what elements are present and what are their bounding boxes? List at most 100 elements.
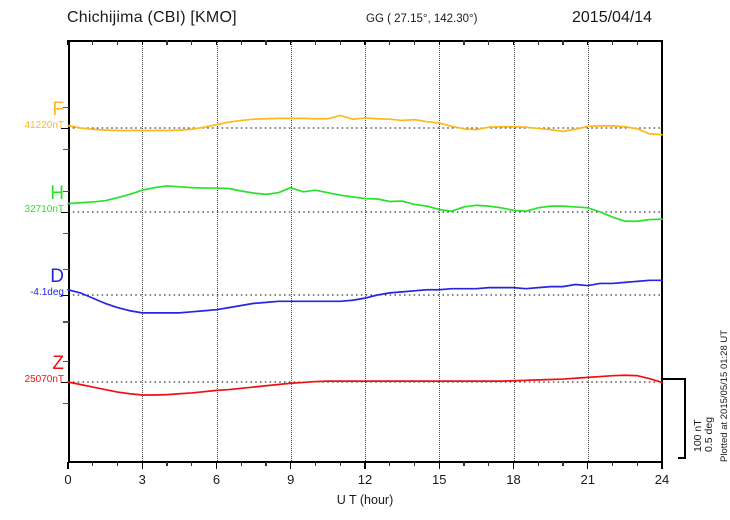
x-tick-top-18 [512,40,515,45]
scale-bar-top-cap [663,378,685,380]
x-tick-6 [215,462,218,469]
x-minor-tick-top-8 [265,40,267,45]
x-minor-tick-top-23 [636,40,638,45]
x-label-21: 21 [580,472,595,487]
x-tick-9 [290,462,292,469]
x-tick-top-21 [587,40,589,45]
x-tick-top-12 [364,40,366,45]
x-minor-tick-13 [389,462,391,466]
y-tick-F--50 [63,149,69,151]
x-label-18: 18 [506,472,521,487]
x-label-3: 3 [138,472,146,487]
x-label-0: 0 [64,472,72,487]
x-tick-12 [364,462,366,469]
y-tick-D--50 [63,321,69,323]
x-minor-tick-top-17 [488,40,490,45]
observation-date: 2015/04/14 [572,9,653,26]
gridline-hour-9 [290,41,292,461]
x-minor-tick-5 [191,462,193,466]
x-minor-tick-top-20 [562,40,564,45]
x-tick-3 [141,462,143,469]
x-tick-top-0 [67,40,69,45]
x-tick-top-6 [215,40,218,45]
x-tick-0 [67,462,69,469]
component-baseline-value-D: -4.1deg [30,287,64,298]
x-minor-tick-10 [314,462,317,466]
x-minor-tick-top-19 [537,40,539,45]
gridline-hour-21 [587,41,589,461]
component-symbol-H: H [50,183,64,204]
component-symbol-Z: Z [52,353,64,374]
component-symbol-F: F [52,99,64,120]
x-minor-tick-top-16 [463,40,465,45]
x-minor-tick-top-2 [116,40,119,45]
gridline-hour-3 [142,41,144,461]
x-minor-tick-17 [488,462,490,466]
gridline-hour-12 [365,41,366,461]
x-minor-tick-top-7 [240,40,242,45]
y-tick-F-50 [63,107,69,109]
x-tick-top-9 [290,40,292,45]
component-symbol-D: D [50,266,64,287]
y-tick-H-0 [61,212,69,214]
x-label-24: 24 [654,472,670,487]
x-minor-tick-top-5 [191,40,193,45]
y-tick-H--50 [63,233,69,235]
x-minor-tick-23 [636,462,638,466]
x-label-9: 9 [287,472,295,487]
x-minor-tick-top-10 [314,40,317,45]
x-minor-tick-19 [537,462,539,466]
component-baseline-value-H: 32710nT [24,204,64,215]
x-axis-title: U T (hour) [336,493,394,507]
y-tick-Z--50 [63,403,69,405]
scale-bar [684,378,686,458]
component-label-D: D -4.1deg [2,267,64,299]
gridline-hour-6 [216,41,218,461]
plotted-timestamp: Plotted at 2015/05/15 01:28 UT [719,329,730,462]
x-minor-tick-top-14 [413,40,416,45]
y-tick-D-0 [61,295,69,297]
x-minor-tick-14 [413,462,416,466]
x-tick-top-24 [661,40,663,45]
axis-right-spine [661,40,663,462]
x-label-6: 6 [212,472,221,487]
x-minor-tick-16 [463,462,465,466]
gridline-hour-18 [513,41,515,461]
y-tick-F-0 [61,128,69,130]
y-tick-Z-0 [61,382,69,384]
x-minor-tick-22 [611,462,614,466]
x-minor-tick-top-22 [611,40,614,45]
x-minor-tick-top-11 [339,40,341,45]
component-label-Z: Z 25070nT [2,354,64,386]
y-tick-Z-50 [63,361,69,363]
y-tick-D-50 [63,268,69,271]
x-tick-top-15 [438,40,440,45]
y-tick-H-50 [63,191,69,193]
x-minor-tick-2 [116,462,119,466]
x-minor-tick-top-13 [389,40,391,45]
geographic-coordinates: GG ( 27.15°, 142.30°) [366,13,478,25]
x-tick-18 [512,462,515,469]
x-minor-tick-20 [562,462,564,466]
x-minor-tick-top-4 [166,40,168,45]
x-tick-15 [438,462,440,469]
component-baseline-value-F: 41220nT [24,120,64,131]
x-minor-tick-8 [265,462,267,466]
component-baseline-value-Z: 25070nT [24,374,64,385]
axis-left-spine [68,40,70,462]
x-minor-tick-1 [92,462,94,466]
x-tick-21 [587,462,589,469]
x-tick-24 [661,462,663,469]
axis-bottom-spine [68,461,663,463]
x-minor-tick-11 [339,462,341,466]
x-minor-tick-4 [166,462,168,466]
page-title: Chichijima (CBI) [KMO] [67,9,237,26]
scale-bar-deg-label: 0.5 deg [703,416,715,452]
component-label-H: H 32710nT [2,184,64,216]
component-label-F: F 41220nT [2,100,64,132]
x-label-12: 12 [357,472,373,487]
x-minor-tick-top-1 [92,40,94,45]
scale-bar-bottom-cap [678,457,686,459]
x-minor-tick-7 [240,462,242,466]
